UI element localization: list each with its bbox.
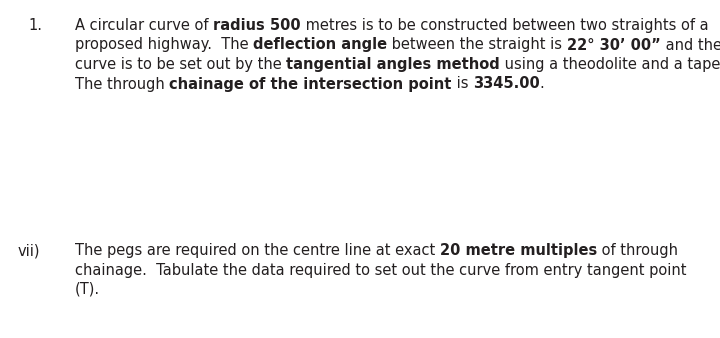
Text: A circular curve of: A circular curve of [75, 18, 213, 33]
Text: .: . [539, 76, 544, 92]
Text: between the straight is: between the straight is [387, 38, 567, 52]
Text: The through: The through [75, 76, 169, 92]
Text: of through: of through [597, 243, 678, 258]
Text: 1.: 1. [28, 18, 42, 33]
Text: 3345.00: 3345.00 [473, 76, 539, 92]
Text: is: is [451, 76, 473, 92]
Text: 22° 30’ 00”: 22° 30’ 00” [567, 38, 661, 52]
Text: deflection angle: deflection angle [253, 38, 387, 52]
Text: chainage.  Tabulate the data required to set out the curve from entry tangent po: chainage. Tabulate the data required to … [75, 263, 686, 277]
Text: metres is to be constructed between two straights of a: metres is to be constructed between two … [301, 18, 708, 33]
Text: 20 metre multiples: 20 metre multiples [440, 243, 597, 258]
Text: using a theodolite and a tape.: using a theodolite and a tape. [500, 57, 720, 72]
Text: chainage of the intersection point: chainage of the intersection point [169, 76, 451, 92]
Text: vii): vii) [18, 243, 40, 258]
Text: tangential angles method: tangential angles method [287, 57, 500, 72]
Text: The pegs are required on the centre line at exact: The pegs are required on the centre line… [75, 243, 440, 258]
Text: and the: and the [661, 38, 720, 52]
Text: radius 500: radius 500 [213, 18, 301, 33]
Text: proposed highway.  The: proposed highway. The [75, 38, 253, 52]
Text: (T).: (T). [75, 282, 100, 297]
Text: curve is to be set out by the: curve is to be set out by the [75, 57, 287, 72]
